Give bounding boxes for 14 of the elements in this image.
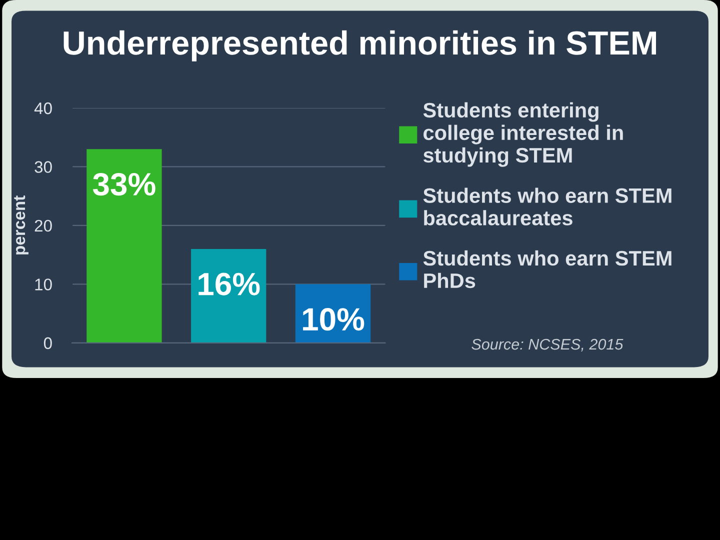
y-tick-label: 20 xyxy=(34,220,52,232)
y-tick-label: 10 xyxy=(35,278,52,290)
y-tick-label: 0 xyxy=(44,337,52,350)
data-label: 16% xyxy=(198,272,260,296)
y-axis-title: percent xyxy=(14,196,28,254)
y-tick-label: 40 xyxy=(34,102,52,114)
y-tick-label: 30 xyxy=(34,161,52,173)
data-label: 33% xyxy=(92,172,156,196)
chart-title: Underrepresented minorities in STEM xyxy=(64,30,656,62)
legend-label: Students who earn STEM PhDs xyxy=(423,250,672,288)
legend-label: Students entering college interested in studying STEM xyxy=(423,102,623,167)
legend-label: Students who earn STEM baccalaureates xyxy=(423,188,672,226)
data-label: 10% xyxy=(303,308,364,331)
source-note: Source: NCSES, 2015 xyxy=(472,338,624,352)
